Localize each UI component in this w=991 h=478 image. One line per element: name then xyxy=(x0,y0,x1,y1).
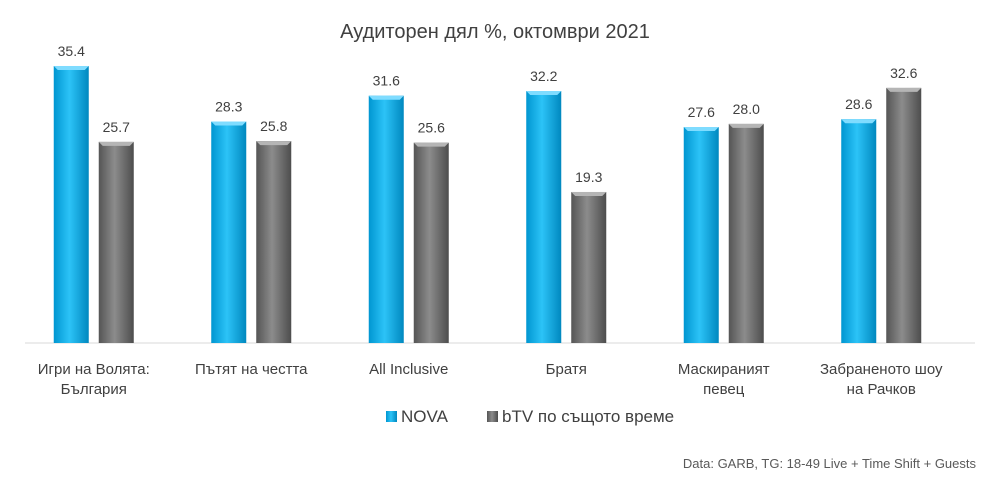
bar-top-bevel xyxy=(413,142,449,147)
bar-btv-3 xyxy=(571,191,607,343)
category-label-5-line-0: Забраненото шоу xyxy=(820,361,943,378)
category-labels-layer: Игри на Волята: България Пътят на честта Al… xyxy=(38,361,943,398)
bar-body xyxy=(53,65,89,344)
value-label-nova-3: 32.2 xyxy=(530,68,557,84)
bar-btv-1 xyxy=(256,141,292,343)
source-note: Data: GARB, TG: 18-49 Live + Time Shift … xyxy=(683,456,977,471)
bar-nova-3 xyxy=(526,91,562,343)
legend-item-btv: bTV по същото време xyxy=(487,407,674,426)
bar-body xyxy=(256,141,292,343)
bar-body xyxy=(728,123,764,344)
value-label-btv-0: 25.7 xyxy=(103,119,130,135)
category-label-4-line-0: Маскираният xyxy=(678,361,770,378)
bar-body xyxy=(413,142,449,343)
bar-nova-1 xyxy=(211,121,247,344)
category-label-1-line-0: Пътят на честта xyxy=(195,361,308,378)
bar-body xyxy=(526,91,562,343)
bar-btv-2 xyxy=(413,142,449,343)
bar-top-bevel xyxy=(683,127,719,132)
value-label-nova-1: 28.3 xyxy=(215,99,242,115)
value-label-btv-5: 32.6 xyxy=(890,65,917,81)
bar-top-bevel xyxy=(571,191,607,196)
bar-btv-5 xyxy=(886,87,922,343)
value-label-nova-4: 27.6 xyxy=(688,104,715,120)
legend-label-btv: bTV по същото време xyxy=(502,407,674,426)
bar-top-bevel xyxy=(211,121,247,126)
bar-body xyxy=(571,191,607,343)
bar-body xyxy=(683,127,719,343)
value-label-btv-1: 25.8 xyxy=(260,118,287,134)
bar-body xyxy=(98,141,134,343)
category-label-0-line-1: България xyxy=(61,381,127,398)
bar-nova-4 xyxy=(683,127,719,343)
category-label-0-line-0: Игри на Волята: xyxy=(38,361,150,378)
value-label-btv-2: 25.6 xyxy=(418,120,445,136)
legend-swatch-btv xyxy=(487,411,498,422)
legend-label-nova: NOVA xyxy=(401,407,449,426)
bar-btv-0 xyxy=(98,141,134,343)
value-label-nova-0: 35.4 xyxy=(58,43,85,59)
legend: NOVA bTV по същото време xyxy=(386,407,674,426)
bar-top-bevel xyxy=(256,141,292,146)
bar-top-bevel xyxy=(841,119,877,124)
category-label-3-line-0: Братя xyxy=(546,361,587,378)
bars-layer xyxy=(53,65,922,344)
legend-item-nova: NOVA xyxy=(386,407,449,426)
bar-top-bevel xyxy=(728,123,764,128)
bar-top-bevel xyxy=(53,65,89,70)
bar-nova-0 xyxy=(53,65,89,344)
bar-body xyxy=(368,95,404,343)
value-labels-layer: 35.4 25.7 28.3 25.8 31.6 25.6 32.2 19.3 27.6 28.0… xyxy=(58,43,918,185)
value-label-btv-3: 19.3 xyxy=(575,169,602,185)
chart-title: Аудиторен дял %, октомври 2021 xyxy=(340,21,650,43)
bar-body xyxy=(841,119,877,343)
bar-nova-5 xyxy=(841,119,877,343)
bar-top-bevel xyxy=(98,141,134,146)
bar-body xyxy=(211,121,247,344)
value-label-nova-2: 31.6 xyxy=(373,73,400,89)
bar-top-bevel xyxy=(368,95,404,100)
bar-top-bevel xyxy=(886,87,922,92)
bar-btv-4 xyxy=(728,123,764,344)
category-label-4-line-1: певец xyxy=(703,381,745,398)
bar-body xyxy=(886,87,922,343)
category-label-5-line-1: на Рачков xyxy=(847,381,916,398)
category-label-2-line-0: All Inclusive xyxy=(369,361,448,378)
value-label-btv-4: 28.0 xyxy=(733,101,760,117)
value-label-nova-5: 28.6 xyxy=(845,96,872,112)
bar-nova-2 xyxy=(368,95,404,343)
bar-top-bevel xyxy=(526,91,562,96)
legend-swatch-nova xyxy=(386,411,397,422)
